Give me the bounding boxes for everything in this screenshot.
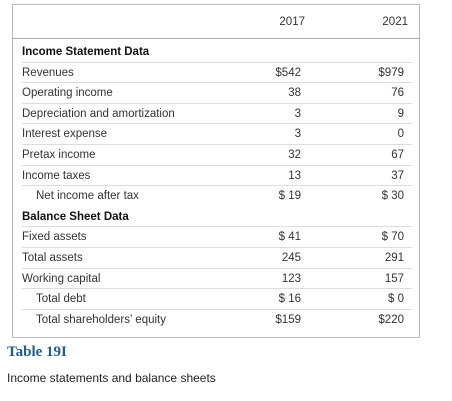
column-header: 2021 [382, 16, 408, 28]
rule [22, 164, 412, 166]
cell-value: $542 [275, 66, 301, 79]
cell-value: 37 [391, 169, 404, 182]
cell-value: 157 [384, 272, 404, 285]
cell-value: $ 19 [278, 190, 301, 203]
rule [22, 144, 412, 145]
section-title: Balance Sheet Data [22, 210, 129, 223]
cell-value: $979 [378, 66, 404, 79]
table-caption: Income statements and balance sheets [7, 371, 216, 385]
cell-value: 291 [384, 252, 404, 264]
cell-value: 3 [294, 107, 301, 120]
rule [22, 185, 412, 187]
cell-value: $220 [378, 313, 404, 326]
rule [22, 123, 412, 125]
row-label: Operating income [22, 87, 113, 100]
cell-value: 67 [391, 149, 404, 161]
row-label: Working capital [22, 272, 101, 285]
cell-value: $ 41 [278, 231, 301, 244]
cell-value: $ 16 [278, 293, 301, 306]
rule [22, 288, 412, 290]
table-box [12, 4, 420, 338]
rule [22, 247, 412, 248]
row-label: Net income after tax [36, 190, 139, 203]
cell-value: 3 [294, 128, 301, 141]
rule [22, 226, 412, 228]
section-title: Income Statement Data [22, 46, 150, 58]
rule [22, 308, 412, 310]
cell-value: $ 30 [381, 190, 404, 203]
row-label: Income taxes [22, 169, 91, 182]
cell-value: 245 [281, 252, 301, 264]
column-header: 2017 [279, 16, 305, 28]
rule [22, 102, 412, 104]
cell-value: 38 [288, 87, 301, 100]
row-label: Total assets [22, 252, 83, 264]
rule [22, 82, 412, 84]
cell-value: $159 [275, 313, 301, 326]
header-rule [12, 38, 420, 39]
rule [22, 61, 412, 63]
rule [22, 267, 412, 269]
cell-value: 123 [281, 272, 301, 285]
cell-value: 0 [397, 128, 404, 141]
row-label: Total debt [36, 293, 86, 306]
row-label: Interest expense [22, 128, 108, 141]
row-label: Pretax income [22, 149, 96, 161]
cell-value: 13 [288, 169, 301, 182]
row-label: Revenues [22, 66, 74, 79]
cell-value: $ 0 [388, 293, 404, 306]
cell-value: 32 [288, 149, 301, 161]
cell-value: $ 70 [381, 231, 404, 244]
row-label: Depreciation and amortization [22, 107, 175, 120]
table-label: Table 19I [7, 344, 67, 360]
row-label: Fixed assets [22, 231, 87, 244]
row-label: Total shareholders’ equity [36, 313, 166, 326]
cell-value: 76 [391, 87, 404, 100]
cell-value: 9 [397, 107, 404, 120]
